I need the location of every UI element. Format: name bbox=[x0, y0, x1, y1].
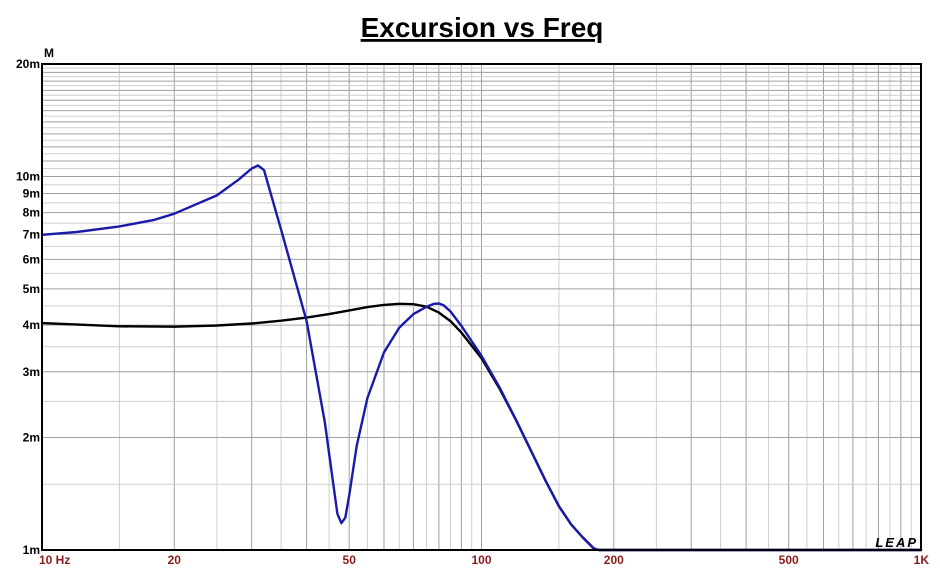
y-tick-label: 8m bbox=[23, 206, 40, 220]
x-tick-label: 200 bbox=[604, 553, 624, 567]
y-tick-label: 10m bbox=[16, 169, 40, 183]
y-tick-label: 3m bbox=[23, 365, 40, 379]
y-axis-unit-label: M bbox=[44, 46, 54, 60]
x-tick-label: 100 bbox=[471, 553, 491, 567]
leap-logo: LEAP bbox=[875, 535, 918, 550]
x-tick-label: 10 Hz bbox=[39, 553, 70, 567]
grid bbox=[42, 64, 921, 550]
curves bbox=[40, 164, 923, 552]
y-tick-label: 1m bbox=[23, 543, 40, 557]
plot-frame bbox=[41, 63, 922, 551]
y-tick-labels: 20m 10m 9m 8m 7m 6m 5m 4m 3m 2m 1m bbox=[16, 57, 40, 557]
x-tick-label: 500 bbox=[779, 553, 799, 567]
x-tick-labels: 10 Hz 20 50 100 200 500 1K bbox=[39, 553, 929, 567]
y-tick-label: 2m bbox=[23, 431, 40, 445]
y-tick-label: 20m bbox=[16, 57, 40, 71]
x-tick-label: 20 bbox=[168, 553, 182, 567]
y-tick-label: 5m bbox=[23, 282, 40, 296]
y-tick-label: 7m bbox=[23, 227, 40, 241]
x-tick-label: 1K bbox=[914, 553, 930, 567]
y-tick-label: 9m bbox=[23, 187, 40, 201]
excursion-curve-2 bbox=[40, 164, 923, 552]
x-tick-label: 50 bbox=[343, 553, 357, 567]
chart-title: Excursion vs Freq bbox=[361, 12, 604, 43]
y-tick-label: 4m bbox=[23, 318, 40, 332]
y-tick-label: 6m bbox=[23, 252, 40, 266]
